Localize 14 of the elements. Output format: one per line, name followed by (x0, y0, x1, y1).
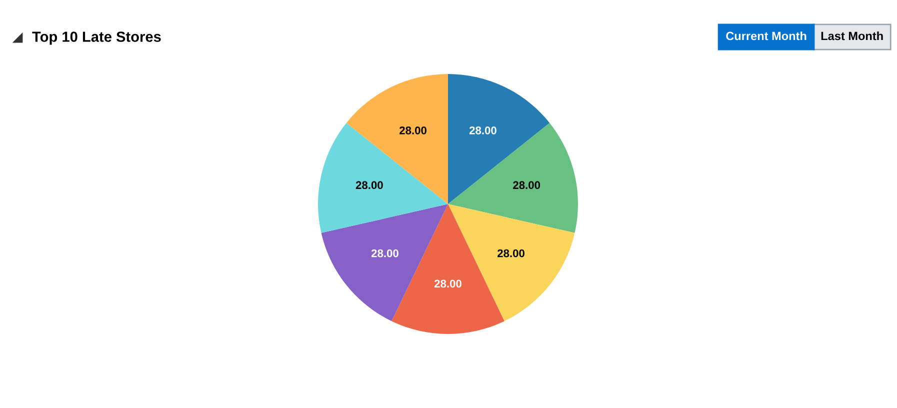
pie-slice (346, 74, 448, 204)
data-label: 28.00 (434, 280, 462, 288)
data-label: 28.00 (356, 181, 383, 190)
data-label: 28.00 (371, 249, 398, 258)
text: Last Month (821, 32, 883, 40)
data-label: 28.00 (498, 249, 524, 258)
pie-slice (448, 74, 550, 204)
data-label: 28.00 (513, 181, 540, 190)
data-label: 28.00 (469, 126, 496, 134)
data-label: 28.00 (400, 126, 426, 134)
pie-slice (318, 122, 448, 233)
pie-slice (448, 122, 578, 233)
text: Current Month (726, 32, 806, 40)
text: Top 10 Late Stores (32, 32, 161, 45)
